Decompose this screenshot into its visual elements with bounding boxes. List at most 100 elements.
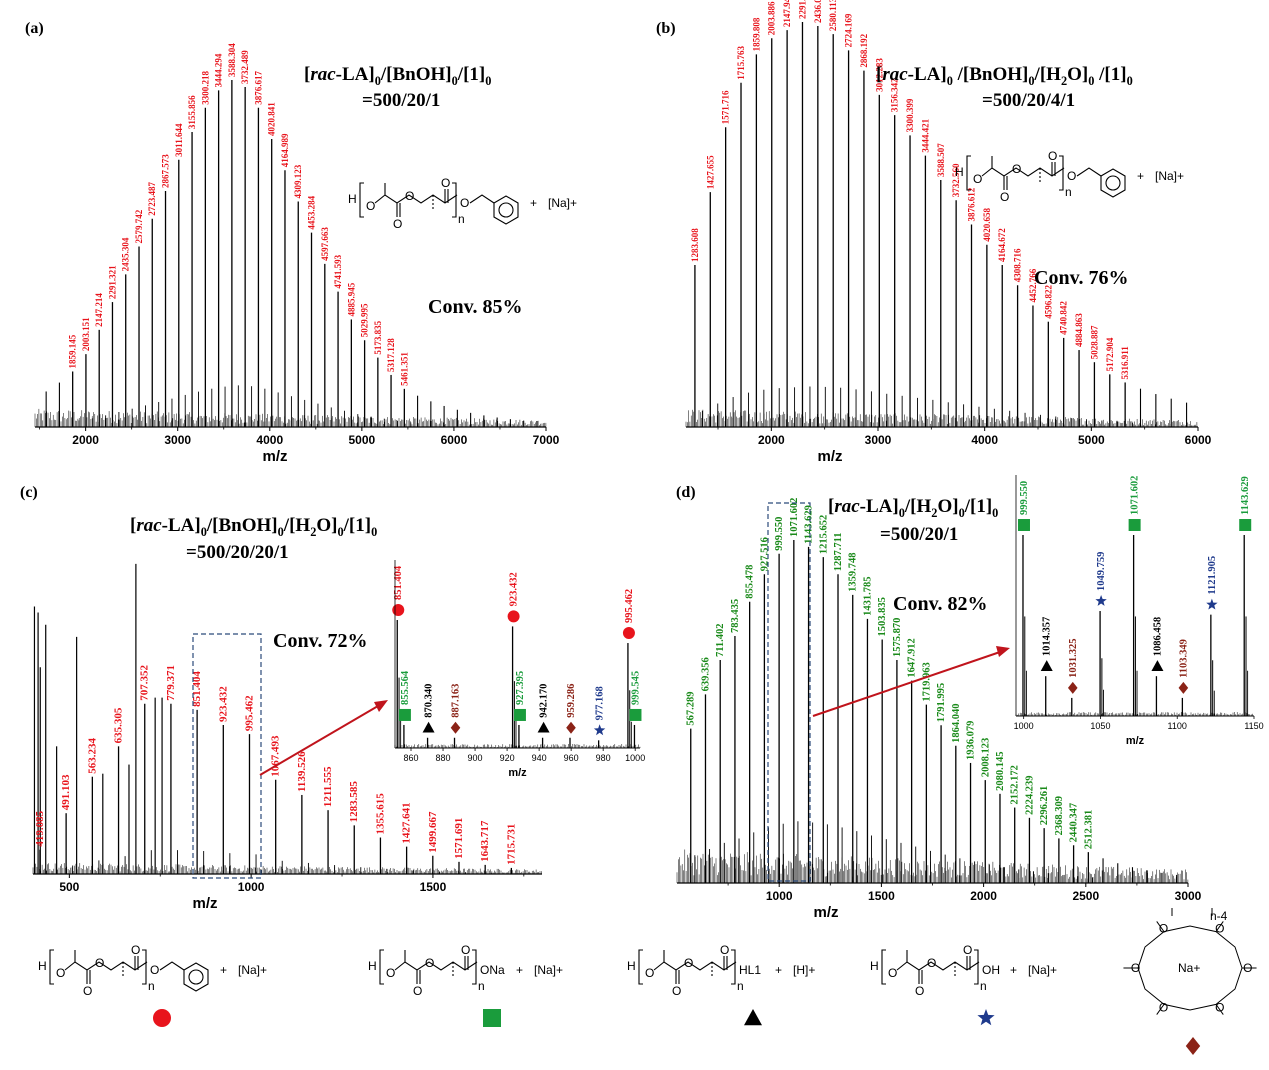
chem-h: H bbox=[870, 959, 879, 973]
circle-marker bbox=[622, 627, 635, 640]
peak-label: 1864.040 bbox=[951, 703, 962, 742]
square-marker bbox=[398, 708, 411, 721]
chem-n: n bbox=[737, 979, 744, 993]
chem-o: O bbox=[645, 966, 654, 980]
peak-label: 419.085 bbox=[34, 810, 46, 846]
x-tick-label: 3000 bbox=[865, 433, 892, 447]
chem-ion: [Na]+ bbox=[548, 196, 577, 210]
square-marker bbox=[629, 708, 642, 721]
formula-subscript: 0 bbox=[992, 506, 998, 520]
chem-plus: + bbox=[516, 963, 523, 977]
inset-tick-label: 1050 bbox=[1090, 721, 1110, 731]
formula-part: O bbox=[937, 496, 952, 517]
benzene-ring bbox=[493, 195, 519, 225]
formula-subscript: 0 bbox=[337, 525, 343, 539]
peak-label: 2152.172 bbox=[1010, 765, 1021, 804]
square-marker bbox=[513, 708, 526, 721]
chem-plus: + bbox=[1010, 963, 1017, 977]
peak-label: 491.103 bbox=[60, 774, 72, 810]
triangle-marker bbox=[422, 721, 435, 733]
panel-conversion: Conv. 76% bbox=[1034, 267, 1128, 289]
peak-label: 2440.347 bbox=[1069, 803, 1080, 842]
chem-ion: [H]+ bbox=[793, 963, 815, 977]
inset-peak-label: 1121.905 bbox=[1207, 556, 1218, 595]
formula-part: [ bbox=[828, 496, 834, 517]
bracket-right bbox=[142, 949, 147, 985]
x-axis-label: m/z bbox=[262, 448, 287, 465]
chem-ion: [Na]+ bbox=[1028, 963, 1057, 977]
panel-conversion: Conv. 82% bbox=[893, 593, 987, 615]
peak-label: 1715.763 bbox=[736, 46, 746, 80]
zoom-arrowhead bbox=[996, 646, 1010, 657]
formula-part: ] bbox=[331, 515, 337, 536]
peak-label: 5029.995 bbox=[360, 303, 370, 337]
peak-label: 1071.602 bbox=[789, 498, 800, 537]
bracket-left bbox=[379, 949, 384, 985]
formula-subscript: 0 bbox=[959, 506, 965, 520]
x-tick-label: 2500 bbox=[1072, 889, 1099, 903]
chem-endgroup: OH bbox=[982, 963, 1000, 977]
formula-part: ] bbox=[368, 64, 374, 85]
peak-label: 999.550 bbox=[774, 517, 785, 551]
peak-label: 2291.986 bbox=[797, 0, 807, 19]
inset-peak-label: 1086.458 bbox=[1152, 617, 1163, 656]
peak-label: 1647.912 bbox=[907, 638, 918, 677]
peak-label: 563.234 bbox=[86, 737, 98, 773]
inset-peak-label: 887.163 bbox=[451, 684, 462, 718]
peak-label: 707.352 bbox=[139, 665, 151, 701]
chem-endgroup: ONa bbox=[480, 963, 505, 977]
x-tick-label: 1500 bbox=[868, 889, 895, 903]
benzene-circle bbox=[188, 969, 204, 985]
backbone bbox=[394, 961, 478, 971]
inset-tick-label: 900 bbox=[468, 753, 483, 763]
diamond-marker bbox=[566, 721, 576, 734]
peak-label: 1643.717 bbox=[479, 820, 491, 862]
inset-peak-label: 1031.325 bbox=[1068, 639, 1079, 678]
bracket-left bbox=[359, 182, 364, 218]
formula-part: ] bbox=[365, 515, 371, 536]
peak-label: 4020.841 bbox=[267, 102, 277, 136]
chem-o: O bbox=[95, 956, 104, 970]
triangle-marker bbox=[1151, 660, 1164, 671]
formula-subscript: 2 bbox=[310, 525, 316, 539]
x-tick-label: 1000 bbox=[238, 880, 265, 894]
x-tick-label: 1000 bbox=[766, 889, 793, 903]
zoom-arrow bbox=[812, 651, 1001, 717]
formula-part: O bbox=[1067, 64, 1082, 85]
panel-conversion: Conv. 85% bbox=[428, 296, 522, 318]
peak-label: 2512.381 bbox=[1083, 810, 1094, 849]
triangle-marker bbox=[1040, 660, 1053, 671]
formula-part: ] bbox=[1022, 64, 1028, 85]
inset-tick-label: 980 bbox=[596, 753, 611, 763]
peak-label: 3155.856 bbox=[187, 95, 197, 129]
chem-h: H bbox=[38, 959, 47, 973]
inset-peak-label: 1103.349 bbox=[1178, 639, 1189, 678]
inset-peak-label: 870.340 bbox=[424, 684, 435, 718]
inset-peak-label: 942.170 bbox=[539, 684, 550, 718]
peak-label: 635.305 bbox=[113, 707, 125, 743]
formula-part: rac bbox=[834, 496, 860, 517]
chem-o: O bbox=[425, 956, 434, 970]
benzyl-link bbox=[469, 194, 495, 204]
star-marker bbox=[1095, 595, 1107, 606]
chem-o: O bbox=[888, 966, 897, 980]
peak-label: 1571.716 bbox=[721, 90, 731, 124]
inset-tick-label: 860 bbox=[403, 753, 418, 763]
inset-tick-label: 1000 bbox=[1014, 721, 1034, 731]
peak-label: 1936.079 bbox=[966, 721, 977, 760]
peak-label: 3588.304 bbox=[227, 43, 237, 77]
x-tick-label: 7000 bbox=[533, 433, 560, 447]
bracket-right bbox=[1059, 155, 1064, 191]
formula-subscript: 0 bbox=[899, 506, 905, 520]
formula-part: /[ bbox=[904, 496, 917, 517]
bracket-right bbox=[731, 949, 736, 985]
peak-label: 5173.835 bbox=[373, 320, 383, 354]
ring-oxygen: O bbox=[1215, 1000, 1224, 1014]
inset-peak-label: 1071.602 bbox=[1130, 476, 1141, 515]
inset-peak-label: 959.286 bbox=[566, 684, 577, 718]
x-tick-label: 6000 bbox=[1185, 433, 1212, 447]
formula-part: [ bbox=[304, 64, 310, 85]
backbone bbox=[64, 961, 148, 971]
